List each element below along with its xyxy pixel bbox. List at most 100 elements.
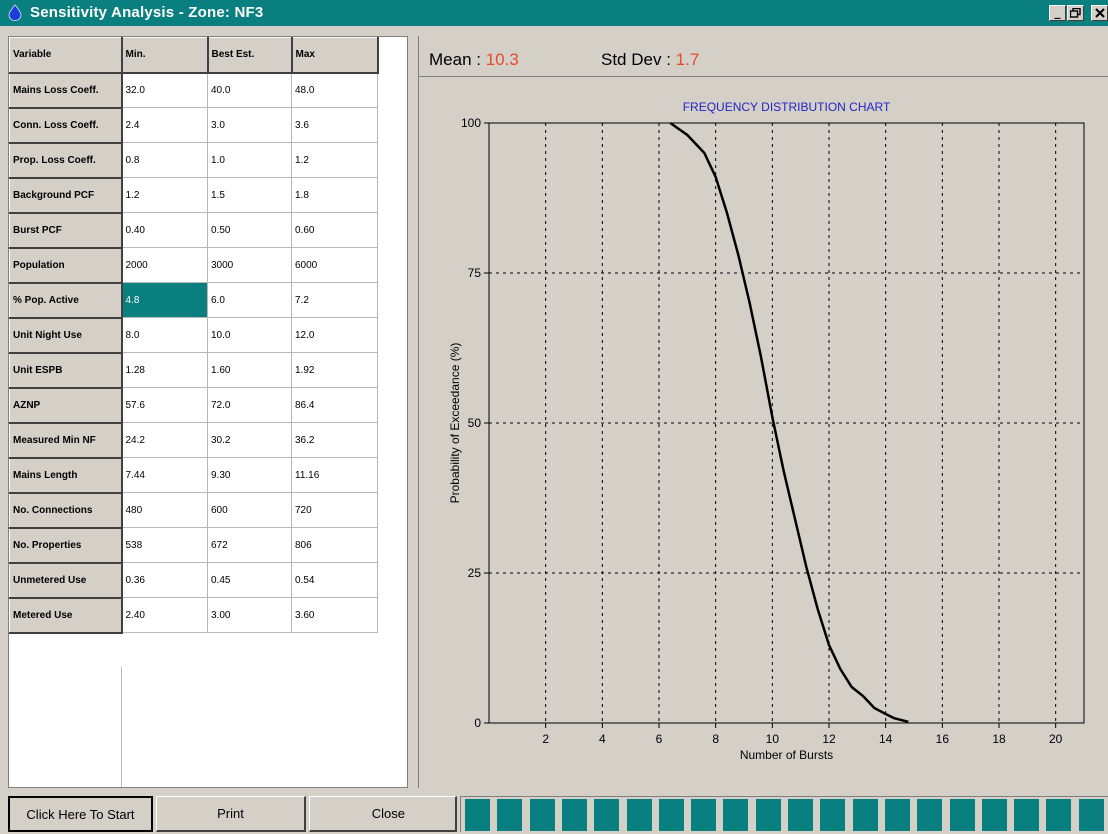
print-button[interactable]: Print <box>156 796 306 832</box>
row-header[interactable]: Unit Night Use <box>9 317 123 354</box>
table-cell[interactable]: 1.2 <box>121 177 208 213</box>
progress-segment <box>1014 799 1040 831</box>
variables-table: Variable Min. Best Est. Max Mains Loss Coeff… <box>9 37 379 634</box>
table-cell[interactable]: 4.8 <box>121 282 208 318</box>
table-cell[interactable]: 3.00 <box>207 597 292 633</box>
row-header[interactable]: Population <box>9 247 123 284</box>
table-cell[interactable]: 1.92 <box>291 352 378 388</box>
row-header[interactable]: Prop. Loss Coeff. <box>9 142 123 179</box>
progress-segment <box>529 799 555 831</box>
table-cell[interactable]: 0.60 <box>291 212 378 248</box>
row-header[interactable]: Measured Min NF <box>9 422 123 459</box>
table-row: Prop. Loss Coeff. 0.8 1.0 1.2 <box>9 142 378 179</box>
maximize-button[interactable] <box>1067 5 1084 21</box>
table-cell[interactable]: 2000 <box>121 247 208 283</box>
table-cell[interactable]: 6000 <box>291 247 378 283</box>
column-header: Best Est. <box>207 37 293 74</box>
row-header[interactable]: No. Properties <box>9 527 123 564</box>
table-row: No. Connections 480 600 720 <box>9 492 378 529</box>
row-header[interactable]: AZNP <box>9 387 123 424</box>
close-window-button[interactable] <box>1091 5 1108 21</box>
table-cell[interactable]: 1.60 <box>207 352 292 388</box>
table-cell[interactable]: 24.2 <box>121 422 208 458</box>
row-header[interactable]: Metered Use <box>9 597 123 634</box>
table-cell[interactable]: 480 <box>121 492 208 528</box>
table-row: Burst PCF 0.40 0.50 0.60 <box>9 212 378 249</box>
y-axis-label: Probability of Exceedance (%) <box>448 343 462 504</box>
table-row: Unit Night Use 8.0 10.0 12.0 <box>9 317 378 354</box>
table-cell[interactable]: 1.28 <box>121 352 208 388</box>
table-cell[interactable]: 0.36 <box>121 562 208 598</box>
table-cell[interactable]: 1.0 <box>207 142 292 178</box>
table-cell[interactable]: 1.5 <box>207 177 292 213</box>
table-cell[interactable]: 11.16 <box>291 457 378 493</box>
table-cell[interactable]: 672 <box>207 527 292 563</box>
table-cell[interactable]: 8.0 <box>121 317 208 353</box>
table-cell[interactable]: 0.40 <box>121 212 208 248</box>
row-header[interactable]: Unmetered Use <box>9 562 123 599</box>
table-cell[interactable]: 6.0 <box>207 282 292 318</box>
close-button[interactable]: Close <box>309 796 457 832</box>
progress-segment <box>691 799 717 831</box>
table-cell[interactable]: 1.2 <box>291 142 378 178</box>
table-cell[interactable]: 720 <box>291 492 378 528</box>
table-cell[interactable]: 86.4 <box>291 387 378 423</box>
table-cell[interactable]: 72.0 <box>207 387 292 423</box>
table-cell[interactable]: 48.0 <box>291 72 378 108</box>
table-row: % Pop. Active 4.8 6.0 7.2 <box>9 282 378 319</box>
progress-segment <box>594 799 620 831</box>
table-cell[interactable]: 30.2 <box>207 422 292 458</box>
y-tick-label: 50 <box>468 416 482 430</box>
table-cell[interactable]: 0.45 <box>207 562 292 598</box>
chart-panel: Mean : 10.3 Std Dev : 1.7 2 4 6 8 10 12 14 16 18… <box>418 36 1108 788</box>
y-tick-label: 0 <box>474 716 481 730</box>
table-cell[interactable]: 7.2 <box>291 282 378 318</box>
table-cell[interactable]: 36.2 <box>291 422 378 458</box>
table-cell[interactable]: 3.0 <box>207 107 292 143</box>
progress-segment <box>723 799 749 831</box>
table-cell[interactable]: 57.6 <box>121 387 208 423</box>
table-cell[interactable]: 3000 <box>207 247 292 283</box>
table-cell[interactable]: 40.0 <box>207 72 292 108</box>
table-cell[interactable]: 3.60 <box>291 597 378 633</box>
table-cell[interactable]: 7.44 <box>121 457 208 493</box>
table-cell[interactable]: 0.54 <box>291 562 378 598</box>
row-header[interactable]: Conn. Loss Coeff. <box>9 107 123 144</box>
table-cell[interactable]: 2.40 <box>121 597 208 633</box>
table-cell[interactable]: 2.4 <box>121 107 208 143</box>
row-header[interactable]: % Pop. Active <box>9 282 123 319</box>
table-cell[interactable]: 806 <box>291 527 378 563</box>
table-row: Unmetered Use 0.36 0.45 0.54 <box>9 562 378 599</box>
table-row: AZNP 57.6 72.0 86.4 <box>9 387 378 424</box>
table-cell[interactable]: 10.0 <box>207 317 292 353</box>
table-cell[interactable]: 9.30 <box>207 457 292 493</box>
table-row: Mains Loss Coeff. 32.0 40.0 48.0 <box>9 72 378 109</box>
row-header[interactable]: No. Connections <box>9 492 123 529</box>
stats-row: Mean : 10.3 Std Dev : 1.7 <box>419 36 1108 77</box>
minimize-button[interactable]: _ <box>1049 5 1066 21</box>
start-button[interactable]: Click Here To Start <box>8 796 153 832</box>
table-cell[interactable]: 3.6 <box>291 107 378 143</box>
table-row: Measured Min NF 24.2 30.2 36.2 <box>9 422 378 459</box>
x-tick-label: 18 <box>992 732 1006 746</box>
table-cell[interactable]: 538 <box>121 527 208 563</box>
table-row: No. Properties 538 672 806 <box>9 527 378 564</box>
row-header[interactable]: Background PCF <box>9 177 123 214</box>
table-cell[interactable]: 1.8 <box>291 177 378 213</box>
row-header[interactable]: Mains Loss Coeff. <box>9 72 123 109</box>
column-header: Max <box>291 37 379 74</box>
frequency-distribution-chart: 2 4 6 8 10 12 14 16 18 20 0 25 50 75 100 FREQUENCY DIST… <box>448 100 1085 762</box>
row-header[interactable]: Mains Length <box>9 457 123 494</box>
distribution-curve <box>669 121 909 724</box>
row-header[interactable]: Burst PCF <box>9 212 123 249</box>
table-cell[interactable]: 12.0 <box>291 317 378 353</box>
chart-title: FREQUENCY DISTRIBUTION CHART <box>683 100 891 114</box>
row-header[interactable]: Unit ESPB <box>9 352 123 389</box>
table-header-row: Variable Min. Best Est. Max <box>9 37 379 74</box>
table-cell[interactable]: 32.0 <box>121 72 208 108</box>
x-axis-label: Number of Bursts <box>740 748 833 762</box>
table-cell[interactable]: 600 <box>207 492 292 528</box>
restore-icon <box>1069 7 1081 18</box>
table-cell[interactable]: 0.50 <box>207 212 292 248</box>
table-cell[interactable]: 0.8 <box>121 142 208 178</box>
